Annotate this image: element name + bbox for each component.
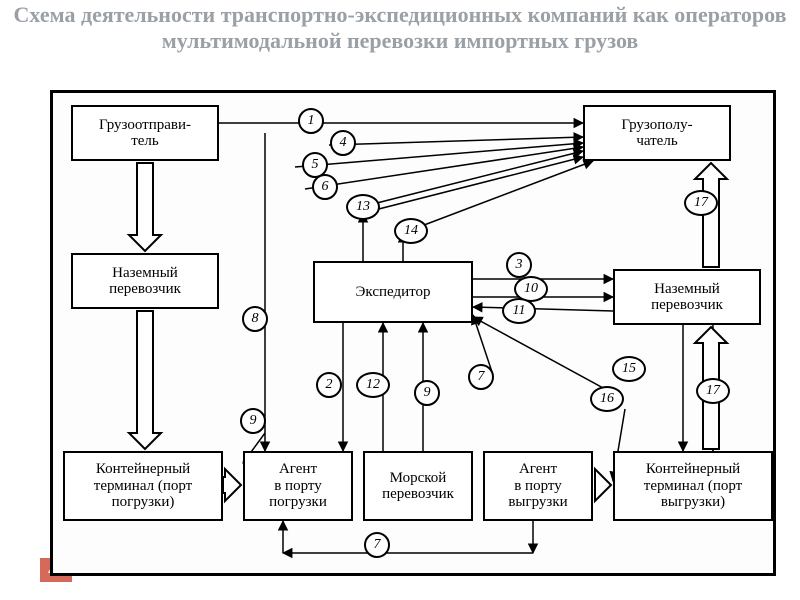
- edge-label-16: 16: [590, 386, 624, 412]
- edge-label-9: 9: [414, 380, 440, 406]
- edge-label-2: 2: [316, 372, 342, 398]
- node-sea: Морскойперевозчик: [363, 451, 473, 521]
- edge-label-17: 17: [684, 190, 718, 216]
- node-shipper: Грузоотправи-тель: [71, 105, 219, 161]
- node-land1: Наземныйперевозчик: [71, 253, 219, 309]
- page-title: Схема деятельности транспортно-экспедици…: [0, 2, 800, 55]
- node-consignee: Грузополу-чатель: [583, 105, 731, 161]
- edge-label-8: 8: [242, 306, 268, 332]
- diagram-canvas: Грузоотправи-тель Грузополу-чатель Наземны…: [50, 90, 776, 576]
- node-term2: Контейнерныйтерминал (портвыгрузки): [613, 451, 773, 521]
- edge-label-13: 13: [346, 194, 380, 220]
- node-land2: Наземныйперевозчик: [613, 269, 761, 325]
- edge-label-14: 14: [394, 218, 428, 244]
- edge-label-9: 9: [240, 408, 266, 434]
- edge-label-17: 17: [696, 378, 730, 404]
- edge-label-15: 15: [612, 356, 646, 382]
- edge-label-3: 3: [506, 252, 532, 278]
- edge-label-7: 7: [364, 532, 390, 558]
- edge-label-1: 1: [298, 108, 324, 134]
- node-forwarder: Экспедитор: [313, 261, 473, 323]
- edge-label-12: 12: [356, 372, 390, 398]
- edge-label-6: 6: [312, 174, 338, 200]
- edge-label-7: 7: [468, 364, 494, 390]
- node-term1: Контейнерныйтерминал (портпогрузки): [63, 451, 223, 521]
- edge-label-11: 11: [502, 298, 536, 324]
- node-agent2: Агентв портувыгрузки: [483, 451, 593, 521]
- edge-label-4: 4: [330, 130, 356, 156]
- node-agent1: Агентв портупогрузки: [243, 451, 353, 521]
